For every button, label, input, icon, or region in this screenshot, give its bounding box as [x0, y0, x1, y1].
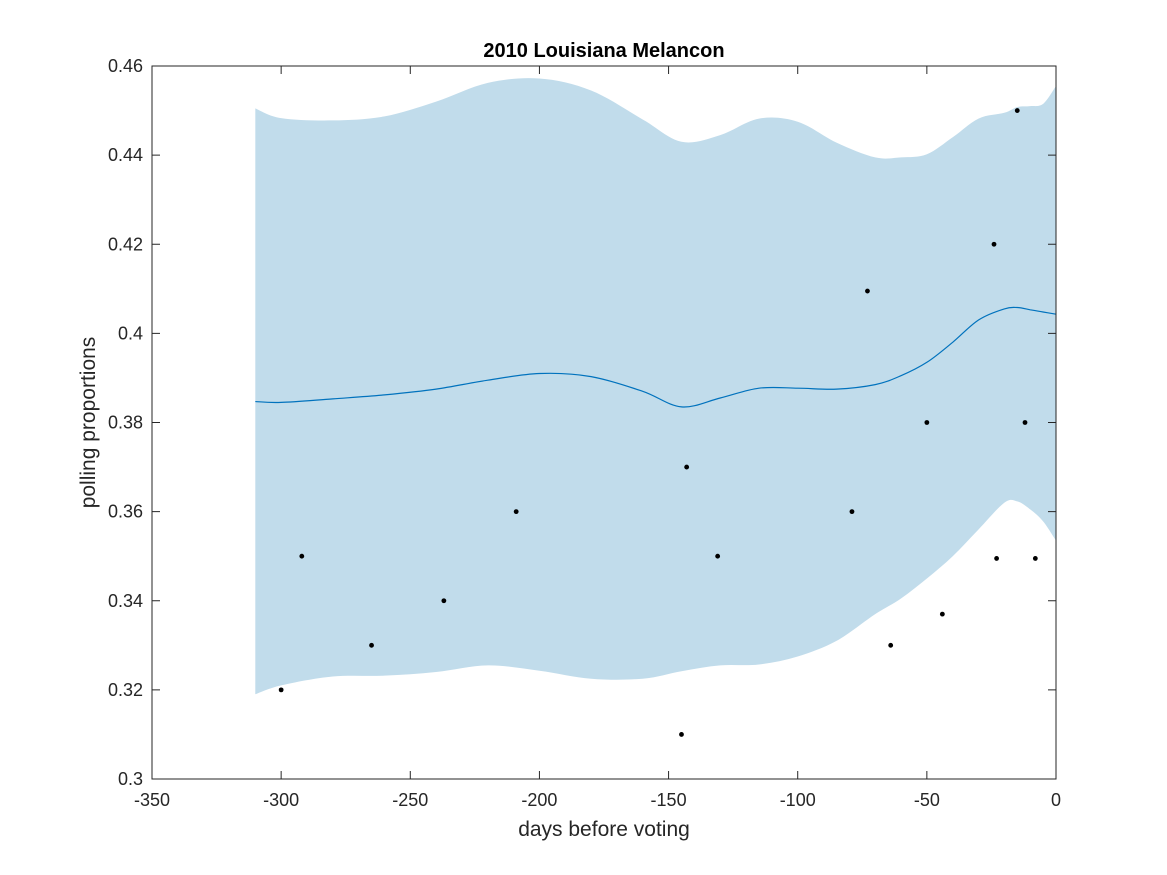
poll-point [991, 241, 997, 247]
poll-point [849, 509, 855, 515]
y-tick-label: 0.44 [108, 145, 143, 165]
y-tick-label: 0.46 [108, 56, 143, 76]
poll-point [369, 642, 374, 648]
poll-point [939, 611, 945, 617]
chart-title: 2010 Louisiana Melancon [483, 40, 724, 62]
y-tick-label: 0.38 [108, 413, 143, 433]
plot-area [255, 78, 1057, 737]
x-tick-label: -300 [263, 790, 299, 810]
poll-point [684, 464, 690, 470]
poll-point [513, 509, 519, 515]
y-tick-label: 0.34 [108, 591, 143, 611]
y-tick-label: 0.32 [108, 680, 143, 700]
mean-trend-line [255, 306, 1057, 408]
poll-point [1032, 556, 1038, 561]
x-tick-label: -350 [134, 790, 170, 810]
y-tick-label: 0.42 [108, 234, 143, 254]
poll-points [278, 108, 1038, 737]
x-axis-ticks: -350 -300 -250 -200 -150 -100 -50 0 [134, 66, 1061, 810]
poll-point [1022, 420, 1028, 425]
confidence-band [255, 78, 1057, 695]
poll-point [441, 598, 447, 604]
x-axis-label: days before voting [518, 818, 690, 841]
y-axis-label: polling proportions [77, 337, 100, 509]
poll-point [994, 556, 999, 561]
y-tick-label: 0.36 [108, 502, 143, 522]
x-tick-label: -150 [651, 790, 687, 810]
poll-point [299, 553, 305, 559]
poll-point [679, 732, 684, 737]
poll-point [888, 642, 894, 648]
y-tick-label: 0.4 [118, 323, 143, 343]
poll-point [1014, 108, 1020, 113]
x-tick-label: -200 [521, 790, 557, 810]
x-tick-label: -250 [392, 790, 428, 810]
poll-point [278, 687, 284, 693]
x-tick-label: -50 [914, 790, 940, 810]
x-tick-label: 0 [1051, 790, 1061, 810]
y-tick-label: 0.3 [118, 769, 143, 789]
poll-point [715, 553, 721, 559]
poll-point [865, 288, 870, 294]
poll-point [924, 420, 930, 425]
x-tick-label: -100 [780, 790, 816, 810]
y-axis-ticks: 0.3 0.32 0.34 0.36 0.38 0.4 0.42 0.44 0.46 [108, 56, 1056, 789]
